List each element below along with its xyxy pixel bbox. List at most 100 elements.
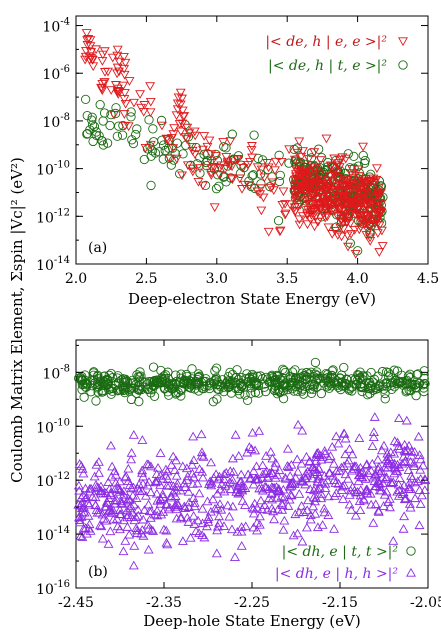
data-point-triangle-up [278,484,289,494]
data-point-triangle-up [415,499,426,508]
data-point-circle [322,382,332,392]
data-point-triangle-down [374,183,385,193]
data-point-triangle-down [171,111,182,121]
data-point-triangle-up [91,459,102,469]
x-tick-label: -2.25 [234,595,270,611]
data-point-triangle-down [145,82,156,91]
data-point-circle [170,148,180,159]
data-point-triangle-down [365,207,376,216]
data-point-triangle-up [169,465,180,474]
y-tick-label: 10-14 [36,255,70,274]
data-point-triangle-up [207,494,218,504]
data-point-triangle-up [101,515,112,525]
data-point-triangle-up [340,469,351,479]
data-point-circle [261,386,271,397]
data-point-triangle-up [112,513,122,523]
data-point-triangle-down [363,226,374,236]
data-point-circle [87,381,97,391]
data-point-triangle-down [145,140,156,150]
x-tick-label: -2.35 [146,595,182,611]
data-point-triangle-down [195,164,206,173]
data-point-triangle-up [288,530,299,540]
data-point-triangle-up [74,459,85,468]
data-point-triangle-up [344,444,355,453]
data-point-circle [156,115,167,126]
data-point-triangle-up [255,495,266,505]
data-point-triangle-down [86,48,97,57]
data-point-triangle-down [97,50,108,60]
data-point-triangle-up [412,476,423,486]
data-point-triangle-up [83,510,94,520]
data-point-circle [95,100,105,110]
data-point-triangle-up [142,459,153,468]
data-point-triangle-down [81,29,92,38]
data-point-triangle-up [172,482,183,491]
data-point-circle [82,128,93,139]
data-point-triangle-up [76,503,87,513]
data-point-triangle-up [128,430,139,439]
data-point-triangle-up [183,502,194,511]
data-point-triangle-up [129,541,140,550]
data-point-circle [82,379,93,389]
data-point-triangle-up [367,441,378,450]
data-point-triangle-down [175,100,186,110]
data-point-triangle-down [226,174,237,183]
data-point-circle [340,168,350,179]
data-point-triangle-up [193,515,203,525]
data-point-triangle-up [131,493,142,503]
data-point-triangle-up [249,498,260,508]
data-point-triangle-down [140,144,151,153]
data-point-triangle-down [364,221,375,230]
data-point-triangle-up [157,489,168,499]
data-point-triangle-down [326,161,336,171]
data-point-triangle-up [219,521,229,530]
panel-a-data-points [80,29,408,259]
data-point-triangle-up [78,523,89,533]
data-point-triangle-down [297,147,308,156]
data-point-circle [406,379,416,389]
data-point-triangle-up [244,442,255,451]
data-point-triangle-up [142,519,153,529]
data-point-triangle-up [355,505,366,515]
data-point-triangle-down [99,78,110,88]
data-point-triangle-up [366,499,377,509]
data-point-triangle-down [187,164,198,174]
data-point-triangle-down [323,223,334,233]
data-point-triangle-down [295,177,306,187]
data-point-circle [253,380,264,391]
data-point-circle [210,366,220,376]
data-point-triangle-up [399,457,410,467]
data-point-triangle-up [392,437,403,447]
data-point-triangle-up [183,517,194,526]
data-point-triangle-up [221,467,232,477]
data-point-triangle-up [251,461,262,471]
data-point-triangle-up [352,487,363,496]
panel-a-x-axis-label: Deep-electron State Energy (eV) [128,290,376,308]
data-point-triangle-down [377,242,388,251]
data-point-triangle-up [397,458,408,468]
data-point-circle [306,388,317,398]
data-point-triangle-up [92,507,103,517]
data-point-circle [294,379,304,389]
data-point-circle [178,149,188,159]
data-point-triangle-down [110,81,121,90]
data-point-triangle-up [333,478,344,488]
data-point-circle [273,216,284,226]
data-point-triangle-down [314,205,325,214]
data-point-triangle-up [344,499,355,509]
data-point-triangle-up [216,504,227,514]
data-point-triangle-up [179,478,190,488]
data-point-triangle-up [122,522,133,531]
data-point-triangle-up [143,459,154,469]
data-point-triangle-down [361,189,372,199]
data-point-triangle-up [301,451,312,461]
data-point-triangle-up [292,466,303,476]
data-point-triangle-down [303,155,314,164]
data-point-circle [383,368,394,378]
data-point-circle [187,374,197,384]
data-point-triangle-up [393,491,404,500]
data-point-triangle-up [248,466,259,475]
data-point-triangle-up [285,489,296,499]
data-point-circle [301,375,311,385]
data-point-triangle-up [381,473,392,483]
